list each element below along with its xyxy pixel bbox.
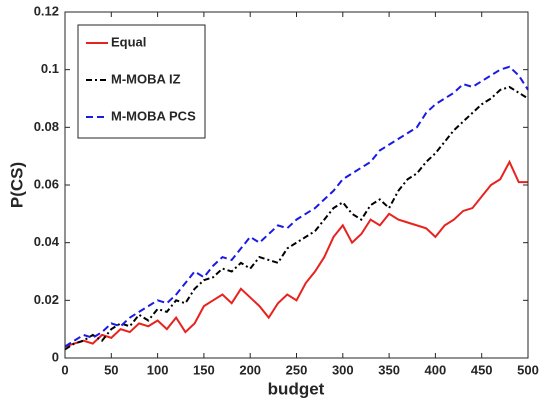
y-tick-label: 0.08 (34, 119, 59, 134)
y-tick-label: 0.1 (41, 61, 59, 76)
x-tick-label: 300 (332, 362, 354, 377)
x-tick-label: 200 (239, 362, 261, 377)
x-tick-label: 350 (378, 362, 400, 377)
x-axis-title: budget (268, 379, 325, 398)
x-tick-label: 150 (193, 362, 215, 377)
y-tick-label: 0.04 (34, 234, 60, 249)
y-tick-label: 0 (52, 349, 59, 364)
plot-frame (64, 11, 529, 359)
x-tick-label: 400 (425, 362, 447, 377)
x-tick-label: 500 (517, 362, 539, 377)
x-tick-label: 100 (147, 362, 169, 377)
x-tick-label: 0 (61, 362, 68, 377)
y-tick-label: 0.02 (34, 292, 59, 307)
y-axis-title: P(CS) (7, 162, 26, 208)
x-tick-label: 250 (286, 362, 308, 377)
x-tick-label: 50 (104, 362, 118, 377)
x-tick-label: 450 (471, 362, 493, 377)
legend-label: M-MOBA IZ (111, 71, 181, 86)
line-series (64, 65, 529, 348)
legend-label: M-MOBA PCS (111, 108, 196, 123)
legend-label: Equal (111, 34, 146, 49)
y-tick-label: 0.06 (34, 176, 59, 191)
y-tick-label: 0.12 (34, 3, 59, 18)
line-series (64, 159, 528, 348)
